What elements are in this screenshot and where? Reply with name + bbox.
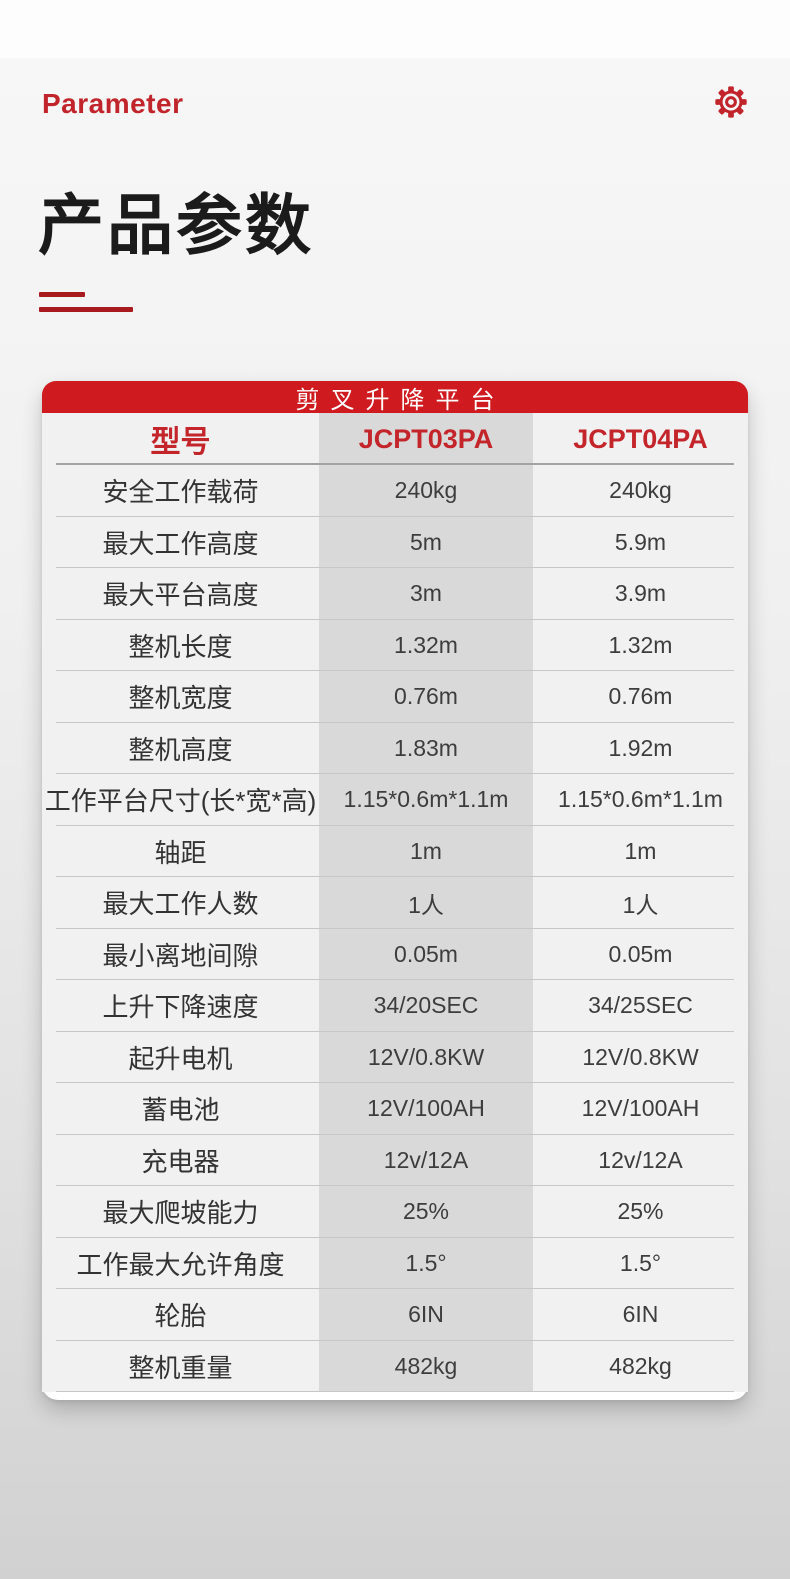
table-row: 最大平台高度 3m 3.9m [42,568,748,620]
row-value-jcpt04pa: 0.76m [608,683,673,710]
row-label: 整机高度 [128,734,233,765]
row-label: 最小离地间隙 [102,940,259,971]
table-row: 蓄电池 12V/100AH 12V/100AH [42,1083,748,1135]
row-value-jcpt03pa: 1m [410,837,442,864]
section-header: Parameter [42,84,756,124]
row-value-jcpt03pa: 12V/0.8KW [367,1043,485,1070]
row-label: 充电器 [141,1146,220,1177]
title-underline-long [39,307,133,312]
row-value-jcpt03pa: 34/20SEC [373,992,479,1019]
highlighted-column-band [319,413,533,1392]
row-value-jcpt04pa: 6IN [622,1301,659,1328]
table-row: 整机长度 1.32m 1.32m [42,620,748,672]
row-value-jcpt04pa: 12V/0.8KW [582,1043,699,1070]
table-row: 最大爬坡能力 25% 25% [42,1186,748,1238]
row-value-jcpt04pa: 1.92m [608,734,673,761]
spec-table-card: 剪叉升降平台 型号 JCPT03PA JCPT04PA 安全工作载荷 240kg… [42,381,748,1400]
row-label: 最大工作人数 [102,889,259,920]
row-label: 轴距 [154,837,207,868]
table-row: 整机宽度 0.76m 0.76m [42,671,748,723]
row-value-jcpt03pa: 1人 [408,891,444,918]
row-value-jcpt03pa: 12v/12A [383,1146,469,1173]
row-value-jcpt03pa: 1.5° [405,1249,447,1276]
column-header-jcpt04pa: JCPT04PA [573,423,708,454]
row-value-jcpt04pa: 240kg [609,477,672,504]
row-value-jcpt04pa: 482kg [609,1352,672,1379]
table-row: 最大工作人数 1人 1人 [42,877,748,929]
row-value-jcpt03pa: 240kg [394,477,458,504]
row-value-jcpt03pa: 482kg [394,1352,458,1379]
row-value-jcpt03pa: 1.15*0.6m*1.1m [343,786,509,813]
row-value-jcpt04pa: 12v/12A [598,1146,683,1173]
row-label: 最大平台高度 [102,580,259,611]
parameter-section-label: Parameter [42,88,184,119]
top-white-strip [0,0,790,58]
row-label: 工作最大允许角度 [76,1249,285,1280]
table-row: 最大工作高度 5m 5.9m [42,517,748,569]
table-row: 安全工作载荷 240kg 240kg [42,465,748,517]
spec-table: 型号 JCPT03PA JCPT04PA 安全工作载荷 240kg 240kg … [42,413,748,1392]
table-row: 轴距 1m 1m [42,826,748,878]
column-header-jcpt03pa: JCPT03PA [358,423,494,454]
row-label: 安全工作载荷 [102,477,259,508]
row-label: 整机长度 [128,631,233,662]
row-value-jcpt04pa: 0.05m [608,940,673,967]
table-row: 工作平台尺寸(长*宽*高) 1.15*0.6m*1.1m 1.15*0.6m*1… [42,774,748,826]
title-underline-short [39,292,85,297]
row-label: 蓄电池 [141,1095,220,1126]
spec-table-title: 剪叉升降平台 [42,381,748,414]
table-row: 整机高度 1.83m 1.92m [42,723,748,775]
row-label: 整机宽度 [128,683,233,714]
row-value-jcpt04pa: 5.9m [614,528,667,555]
table-row: 整机重量 482kg 482kg [42,1341,748,1393]
row-value-jcpt04pa: 1.15*0.6m*1.1m [558,786,723,813]
table-row: 最小离地间隙 0.05m 0.05m [42,929,748,981]
row-value-jcpt04pa: 3.9m [614,580,667,607]
row-label: 最大爬坡能力 [102,1198,259,1229]
table-row: 充电器 12v/12A 12v/12A [42,1135,748,1187]
row-value-jcpt03pa: 12V/100AH [367,1095,485,1122]
row-value-jcpt03pa: 5m [410,528,442,555]
row-value-jcpt04pa: 12V/100AH [581,1095,700,1122]
row-value-jcpt04pa: 34/25SEC [588,992,693,1019]
table-row: 轮胎 6IN 6IN [42,1289,748,1341]
row-value-jcpt03pa: 25% [402,1198,450,1225]
row-value-jcpt04pa: 25% [617,1198,664,1225]
row-value-jcpt04pa: 1人 [622,891,659,918]
row-label: 起升电机 [128,1043,233,1074]
row-label: 工作平台尺寸(长*宽*高) [44,786,317,817]
table-header-row: 型号 JCPT03PA JCPT04PA [42,413,748,465]
row-label: 轮胎 [154,1301,207,1332]
row-value-jcpt03pa: 3m [410,580,442,607]
page-title: 产品参数 [38,188,314,262]
row-label: 上升下降速度 [102,992,259,1023]
table-row: 起升电机 12V/0.8KW 12V/0.8KW [42,1032,748,1084]
row-value-jcpt04pa: 1m [624,837,657,864]
row-label: 整机重量 [128,1352,233,1383]
row-value-jcpt03pa: 6IN [408,1301,444,1328]
column-header-model: 型号 [150,426,211,459]
table-row: 上升下降速度 34/20SEC 34/25SEC [42,980,748,1032]
gear-icon [712,83,756,126]
row-value-jcpt03pa: 1.32m [394,631,458,658]
row-label: 最大工作高度 [102,528,259,559]
table-row: 工作最大允许角度 1.5° 1.5° [42,1238,748,1290]
row-value-jcpt04pa: 1.32m [608,631,673,658]
row-value-jcpt03pa: 1.83m [394,734,458,761]
row-value-jcpt03pa: 0.05m [394,940,458,967]
row-value-jcpt04pa: 1.5° [619,1249,662,1276]
row-value-jcpt03pa: 0.76m [394,683,458,710]
